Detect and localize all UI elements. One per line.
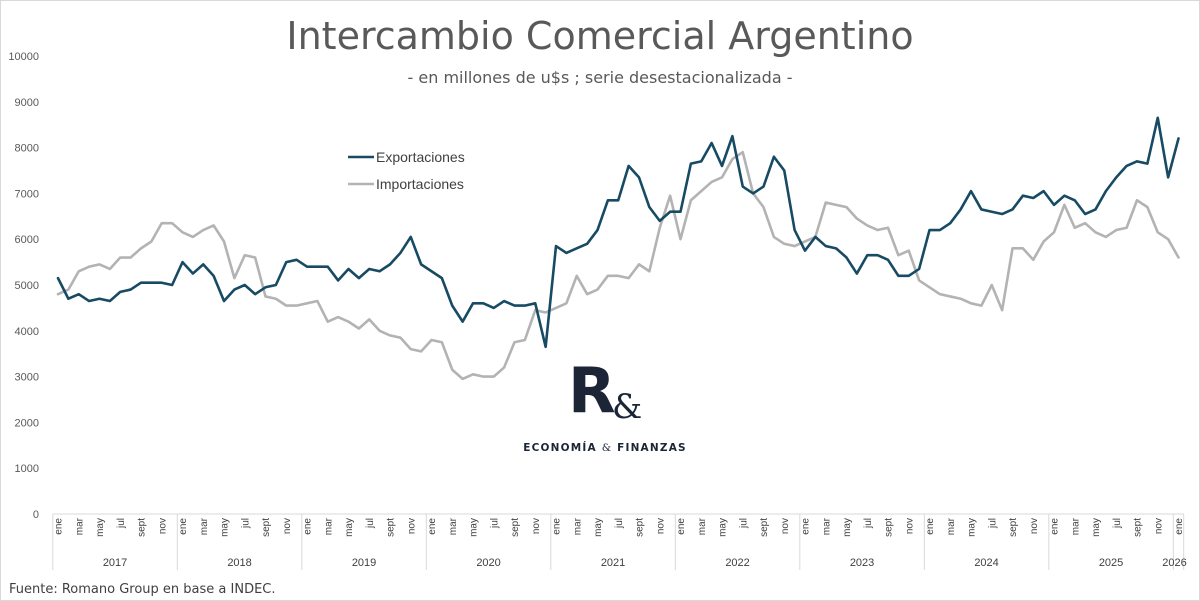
year-label: 2024 [974,557,998,569]
y-tick-label: 1000 [15,463,39,475]
year-label: 2019 [352,557,376,569]
month-tick-label: jul [738,518,749,529]
month-tick-label: may [469,518,480,537]
month-tick-label: sept [261,518,272,537]
month-tick-label: ene [1174,518,1185,535]
month-tick-label: mar [323,517,334,535]
chart-title: Intercambio Comercial Argentino [286,14,914,58]
month-tick-label: jul [116,518,127,529]
y-tick-label: 9000 [15,97,39,109]
month-tick-label: sept [759,518,770,537]
x-axis-year-labels: 2017 2018 2019 2020 2021 2022 2023 2024 2025 2026 [103,557,1187,569]
month-tick-label: jul [365,518,376,529]
month-tick-label: jul [240,518,251,529]
y-tick-label: 5000 [15,280,39,292]
source-note: Fuente: Romano Group en base a INDEC. [9,582,276,597]
imports-line [56,150,1180,381]
month-tick-label: nov [282,518,293,534]
month-tick-label: nov [1153,518,1164,534]
month-tick-label: sept [1133,518,1144,537]
month-tick-label: sept [635,518,646,537]
month-tick-label: ene [552,518,563,535]
x-axis-lines [52,513,1185,570]
month-tick-label: may [967,518,978,537]
y-tick-label: 6000 [15,234,39,246]
month-tick-label: mar [572,517,583,535]
y-tick-label: 2000 [15,417,39,429]
month-tick-label: ene [303,518,314,535]
month-tick-label: mar [448,517,459,535]
month-tick-label: may [593,518,604,537]
month-tick-label: ene [676,518,687,535]
year-label: 2020 [476,557,500,569]
year-label: 2023 [850,557,874,569]
y-axis-ticks: 0 1000 2000 3000 4000 5000 6000 7000 8000 9000 100… [8,51,39,521]
month-tick-label: sept [510,518,521,537]
y-tick-label: 4000 [15,326,39,338]
month-tick-label: mar [1070,517,1081,535]
month-tick-label: may [1091,518,1102,537]
month-tick-label: mar [821,517,832,535]
chart-subtitle: - en millones de u$s ; serie desestacion… [407,68,793,87]
month-tick-label: nov [904,518,915,534]
month-tick-label: sept [884,518,895,537]
month-tick-label: mar [199,517,210,535]
month-tick-label: ene [427,518,438,535]
y-tick-label: 7000 [15,188,39,200]
year-label: 2026 [1162,557,1186,569]
month-tick-label: sept [1008,518,1019,537]
y-tick-label: 0 [33,509,39,521]
logo-tagline: ECONOMÍA & FINANZAS [520,442,690,454]
month-tick-label: sept [386,518,397,537]
month-tick-label: jul [863,518,874,529]
year-label: 2025 [1099,557,1123,569]
y-tick-label: 8000 [15,143,39,155]
month-tick-label: nov [531,518,542,534]
month-tick-label: mar [697,517,708,535]
month-tick-label: sept [137,518,148,537]
year-label: 2018 [227,557,251,569]
month-tick-label: jul [614,518,625,529]
month-tick-label: ene [54,518,65,535]
year-label: 2021 [601,557,625,569]
legend-label-exports: Exportaciones [376,149,465,165]
month-tick-label: nov [655,518,666,534]
month-tick-label: mar [74,517,85,535]
month-tick-label: may [95,518,106,537]
month-tick-label: ene [925,518,936,535]
month-tick-label: may [220,518,231,537]
year-label: 2022 [725,557,749,569]
month-tick-label: may [718,518,729,537]
brand-logo: R & ECONOMÍA & FINANZAS [520,360,690,460]
month-tick-label: ene [1050,518,1061,535]
y-tick-label: 10000 [8,51,39,63]
month-tick-label: mar [946,517,957,535]
x-axis-month-labels: ene mar may jul sept nov ene mar may jul sept nov en… [54,517,1186,537]
logo-word-economia: ECONOMÍA [523,442,597,454]
month-tick-label: jul [1112,518,1123,529]
month-tick-label: nov [780,518,791,534]
legend: Exportaciones Importaciones [348,149,465,192]
month-tick-label: ene [801,518,812,535]
month-tick-label: jul [987,518,998,529]
series-lines [56,116,1180,381]
month-tick-label: nov [406,518,417,534]
exports-line [56,116,1180,349]
month-tick-label: jul [489,518,500,529]
legend-label-imports: Importaciones [376,176,464,192]
month-tick-label: ene [178,518,189,535]
logo-ampersand: & [612,387,643,427]
logo-word-finanzas: FINANZAS [617,442,687,454]
month-tick-label: nov [1029,518,1040,534]
month-tick-label: may [842,518,853,537]
year-label: 2017 [103,557,127,569]
y-tick-label: 3000 [15,372,39,384]
month-tick-label: may [344,518,355,537]
logo-mark: R [568,354,616,427]
logo-word-amp: & [601,442,613,454]
month-tick-label: nov [157,518,168,534]
